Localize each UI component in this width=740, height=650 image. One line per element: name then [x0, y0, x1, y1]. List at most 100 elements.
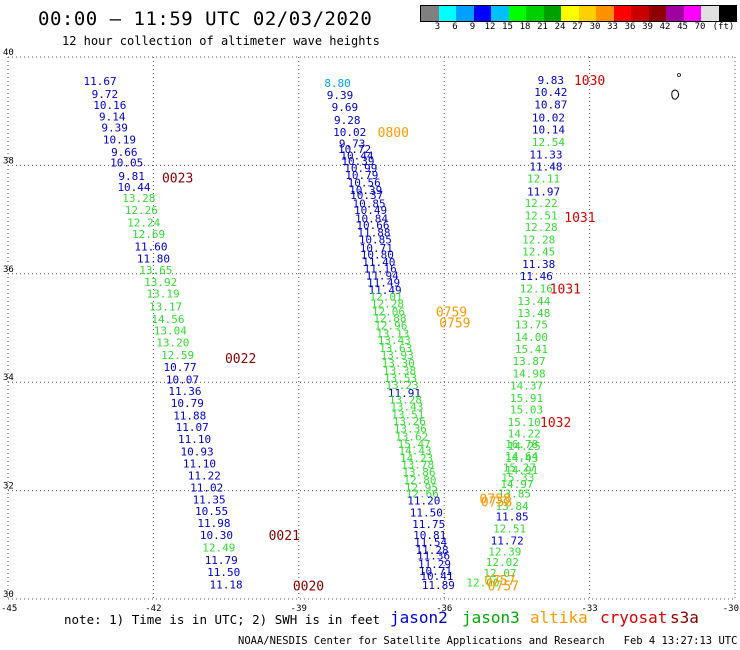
pass-time-label: 1032 — [540, 416, 571, 431]
wave-height-value: 13.38 — [383, 364, 416, 377]
wave-height-value: 9.69 — [332, 101, 359, 114]
wave-height-value: 12.24 — [127, 216, 160, 229]
wave-height-value: 11.38 — [522, 258, 555, 271]
pass-time-label: 0021 — [269, 529, 300, 544]
wave-height-value: 14.56 — [151, 313, 184, 326]
wave-height-value: 8.80 — [324, 77, 351, 90]
colorbar-label: 42 — [659, 22, 671, 32]
wave-height-value: 10.77 — [163, 361, 196, 374]
pass-time-label: 0023 — [162, 171, 193, 186]
wave-height-value: 14.23 — [400, 452, 433, 465]
pass-time-label: 0758 — [481, 495, 512, 510]
wave-height-value: 9.83 — [538, 74, 565, 87]
wave-height-value: 10.81 — [413, 529, 446, 542]
wave-height-value: 10.80 — [361, 248, 394, 261]
wave-height-value: 11.79 — [205, 554, 238, 567]
wave-height-value: 14.00 — [515, 331, 548, 344]
colorbar-swatch — [701, 6, 719, 21]
wave-height-value: 11.50 — [410, 506, 443, 519]
wave-height-value: 13.43 — [390, 401, 423, 414]
colorbar-swatch — [578, 6, 596, 21]
wave-height-value: 12.28 — [525, 221, 558, 234]
x-tick-label: -42 — [145, 604, 161, 614]
wave-height-value: 10.56 — [348, 177, 381, 190]
colorbar-swatch — [718, 6, 736, 21]
wave-height-value: 11.80 — [137, 253, 170, 266]
colorbar-swatch — [648, 6, 666, 21]
wave-height-value: 12.02 — [486, 556, 519, 569]
wave-height-value: 10.79 — [171, 397, 204, 410]
colorbar-label: 36 — [624, 22, 636, 32]
y-tick-label: 32 — [3, 482, 14, 492]
island-shape — [671, 89, 680, 100]
wave-height-value: 12.06 — [372, 306, 405, 319]
footer-timestamp: Feb 4 13:27:13 UTC 2020 — [623, 635, 740, 647]
wave-height-value: 12.07 — [483, 567, 516, 580]
wave-height-value: 13.19 — [147, 287, 180, 300]
wave-height-value: 9.72 — [92, 88, 119, 101]
pass-time-label: 1031 — [550, 282, 581, 297]
wave-height-value: 9.73 — [339, 138, 366, 151]
wave-height-value: 10.19 — [103, 133, 136, 146]
colorbar-swatch — [613, 6, 631, 21]
legend-item-jason2: jason2 — [390, 608, 448, 627]
wave-height-value: 11.94 — [366, 269, 399, 282]
wave-height-value: 15.41 — [515, 343, 548, 356]
wave-height-value: 13.28 — [389, 394, 422, 407]
wave-height-value: 13.93 — [381, 349, 414, 362]
wave-height-value: 10.02 — [333, 126, 366, 139]
wave-height-value: 13.28 — [122, 192, 155, 205]
pass-time-label: 0020 — [293, 579, 324, 594]
wave-height-value: 11.10 — [183, 458, 216, 471]
wave-height-value: 11.60 — [134, 241, 167, 254]
wave-height-value: 12.26 — [125, 204, 158, 217]
x-tick-label: -36 — [436, 604, 452, 614]
wave-height-value: 11.50 — [207, 566, 240, 579]
wave-height-value: 12.80 — [403, 474, 436, 487]
wave-height-value: 13.44 — [517, 295, 550, 308]
colorbar-label: 70 — [694, 22, 706, 32]
colorbar-label: 6 — [452, 22, 458, 32]
wave-height-value: 11.28 — [416, 544, 449, 557]
wave-height-value: 10.55 — [195, 505, 228, 518]
colorbar-label: 33 — [607, 22, 618, 32]
wave-height-value: 10.93 — [180, 446, 213, 459]
wave-height-value: 14.91 — [505, 464, 538, 477]
wave-height-value: 9.28 — [334, 114, 361, 127]
colorbar-swatch — [666, 6, 684, 21]
wave-height-value: 9.39 — [101, 121, 128, 134]
legend-item-cryosat: cryosat — [600, 608, 668, 627]
pass-time-label: 0759 — [439, 317, 470, 332]
wave-height-value: 11.97 — [527, 185, 560, 198]
wave-height-value: 11.54 — [414, 536, 447, 549]
colorbar-label: 12 — [484, 22, 496, 32]
wave-height-value: 11.36 — [168, 385, 201, 398]
wave-height-value: 9.81 — [118, 170, 145, 183]
colorbar-label: 39 — [642, 22, 653, 32]
wave-height-value: 12.59 — [161, 349, 194, 362]
colorbar-label: 21 — [537, 22, 548, 32]
wave-height-value: 11.10 — [178, 433, 211, 446]
wave-height-value: 13.84 — [495, 500, 528, 513]
wave-height-value: 12.51 — [525, 209, 558, 222]
colorbar-label: 15 — [502, 22, 513, 32]
wave-height-value: 11.67 — [84, 75, 117, 88]
wave-height-value: 14.43 — [399, 444, 432, 457]
pass-time-label: 0757 — [488, 579, 519, 594]
colorbar-label: 3 — [434, 22, 441, 32]
chart-title: 00:00 – 11:59 UTC 02/03/2020 — [38, 8, 373, 30]
wave-height-value: 14.22 — [508, 428, 541, 441]
wave-height-value: 10.84 — [355, 213, 388, 226]
wave-height-value: 11.07 — [176, 421, 209, 434]
wave-height-value: 12.66 — [406, 487, 439, 500]
colorbar-swatch — [508, 6, 526, 21]
wave-height-value: 12.96 — [374, 319, 407, 332]
wave-height-value: 15.91 — [510, 392, 543, 405]
wave-height-value: 10.14 — [532, 124, 565, 137]
colorbar-label: 9 — [469, 22, 476, 32]
wave-height-value: 13.53 — [384, 372, 417, 385]
wave-height-value: 13.63 — [379, 342, 412, 355]
wave-height-value: 12.39 — [488, 545, 521, 558]
colorbar-swatch — [421, 6, 439, 21]
